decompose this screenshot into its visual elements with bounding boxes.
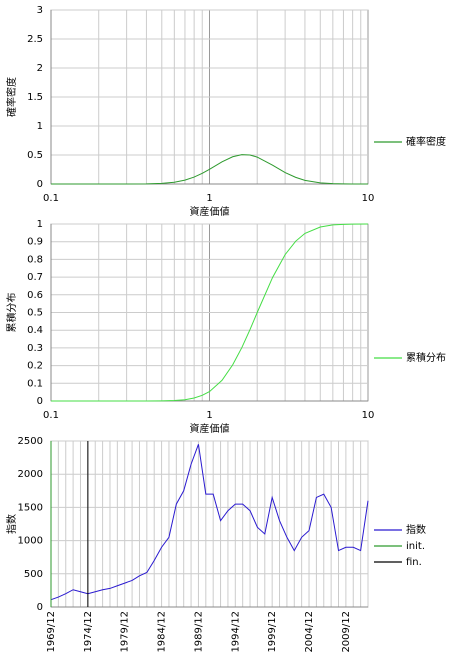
x-tick-label: 1979/12 bbox=[120, 611, 131, 653]
x-tick-label: 1969/12 bbox=[46, 611, 57, 653]
x-tick-label: 1984/12 bbox=[157, 611, 168, 653]
x-tick-label: 1989/12 bbox=[193, 611, 204, 653]
plot-area bbox=[50, 440, 369, 608]
x-tick-label: 0.1 bbox=[43, 410, 59, 421]
y-tick-label: 2000 bbox=[18, 469, 43, 480]
y-tick-label: 1500 bbox=[18, 502, 43, 513]
y-tick-label: 0.8 bbox=[27, 254, 43, 265]
y-axis-label: 累積分布 bbox=[5, 293, 18, 333]
x-tick-label: 2004/12 bbox=[304, 611, 315, 653]
y-tick-label: 2.5 bbox=[27, 34, 43, 45]
y-tick-label: 0.9 bbox=[27, 237, 43, 248]
y-tick-label: 2500 bbox=[18, 436, 43, 447]
y-tick-label: 0.1 bbox=[27, 378, 43, 389]
y-tick-label: 0.2 bbox=[27, 361, 43, 372]
y-tick-label: 0.5 bbox=[27, 150, 43, 161]
y-tick-label: 1 bbox=[37, 121, 43, 132]
x-tick-label: 10 bbox=[362, 193, 375, 204]
x-tick-label: 0.1 bbox=[43, 193, 59, 204]
series-line bbox=[51, 154, 369, 185]
legend-label: init. bbox=[406, 541, 425, 552]
series-line bbox=[51, 223, 369, 402]
x-tick-label: 1994/12 bbox=[230, 611, 241, 653]
y-tick-label: 0 bbox=[37, 396, 43, 407]
y-tick-label: 0.4 bbox=[27, 325, 43, 336]
y-tick-label: 0 bbox=[37, 179, 43, 190]
y-tick-label: 2 bbox=[37, 63, 43, 74]
x-tick-label: 1 bbox=[206, 193, 212, 204]
x-tick-label: 1 bbox=[206, 410, 212, 421]
x-axis-label: 資産価値 bbox=[190, 205, 230, 218]
y-tick-label: 0.7 bbox=[27, 272, 43, 283]
y-tick-label: 1000 bbox=[18, 536, 43, 547]
y-tick-label: 1 bbox=[37, 219, 43, 230]
y-axis-label: 確率密度 bbox=[5, 77, 18, 117]
y-tick-label: 0 bbox=[37, 602, 43, 613]
x-tick-label: 1974/12 bbox=[83, 611, 94, 653]
x-tick-label: 10 bbox=[362, 410, 375, 421]
legend-label: 確率密度 bbox=[406, 135, 446, 148]
y-tick-label: 1.5 bbox=[27, 92, 43, 103]
legend-label: fin. bbox=[406, 557, 422, 568]
x-axis-label: 資産価値 bbox=[190, 422, 230, 435]
x-tick-label: 1999/12 bbox=[267, 611, 278, 653]
y-tick-label: 0.5 bbox=[27, 308, 43, 319]
y-tick-label: 500 bbox=[24, 569, 43, 580]
y-tick-label: 0.6 bbox=[27, 290, 43, 301]
y-axis-label: 指数 bbox=[5, 514, 18, 534]
y-tick-label: 3 bbox=[37, 5, 43, 16]
x-tick-label: 2009/12 bbox=[341, 611, 352, 653]
legend-label: 指数 bbox=[406, 523, 426, 536]
y-tick-label: 0.3 bbox=[27, 343, 43, 354]
legend-label: 累積分布 bbox=[406, 351, 446, 364]
series-line bbox=[50, 444, 369, 601]
